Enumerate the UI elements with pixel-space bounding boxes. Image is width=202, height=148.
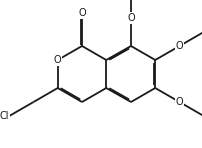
Text: O: O — [127, 13, 135, 23]
Text: O: O — [78, 8, 86, 18]
Text: O: O — [176, 41, 183, 51]
Text: O: O — [54, 55, 62, 65]
Text: O: O — [176, 97, 183, 107]
Text: Cl: Cl — [0, 111, 9, 121]
